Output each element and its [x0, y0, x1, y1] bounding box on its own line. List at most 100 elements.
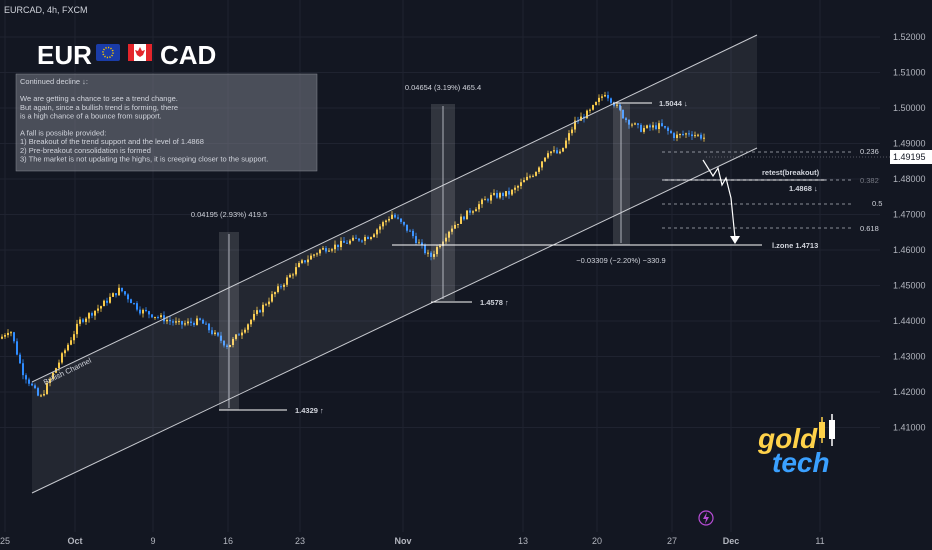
- candle: [592, 104, 594, 111]
- price-tick: 1.48000: [893, 174, 926, 184]
- candle: [556, 147, 558, 154]
- candle: [433, 250, 435, 260]
- candle: [391, 211, 393, 220]
- candle: [445, 233, 447, 245]
- candle: [337, 244, 339, 251]
- candle: [496, 190, 498, 199]
- candle: [409, 229, 411, 232]
- candle: [43, 390, 45, 397]
- candle: [655, 122, 657, 131]
- candle: [334, 240, 336, 253]
- candle: [493, 189, 495, 196]
- candle: [271, 291, 273, 303]
- channel-upper-line[interactable]: [31, 34, 758, 383]
- textbox-text: Continued decline ↓: We are getting a ch…: [20, 77, 268, 163]
- eu-flag-icon: [96, 44, 120, 61]
- candle: [358, 238, 360, 242]
- candle: [637, 123, 639, 129]
- time-tick: 9: [150, 536, 155, 546]
- measurement-2[interactable]: 0.04654 (3.19%) 465.4: [405, 83, 481, 301]
- price-tick: 1.52000: [893, 32, 926, 42]
- time-tick: 16: [223, 536, 233, 546]
- candle: [385, 219, 387, 226]
- price-tick: 1.50000: [893, 103, 926, 113]
- candle: [82, 318, 84, 324]
- candle: [289, 273, 291, 278]
- candle: [532, 174, 534, 178]
- candle: [394, 212, 396, 219]
- analysis-textbox[interactable]: Continued decline ↓: We are getting a ch…: [15, 73, 318, 172]
- candle: [175, 317, 177, 325]
- candle: [16, 338, 18, 356]
- measure-label: −0.03309 (−2.20%) −330.9: [576, 256, 665, 265]
- candle: [343, 236, 345, 243]
- candle: [283, 283, 285, 291]
- price-axis[interactable]: 1.52000 1.51000 1.50000 1.49000 1.48000 1.470…: [893, 32, 926, 433]
- candle: [100, 305, 102, 312]
- candle: [301, 258, 303, 265]
- candle: [412, 228, 414, 239]
- candle: [91, 311, 93, 319]
- measurement-1[interactable]: 0.04195 (2.93%) 419.5: [191, 210, 267, 410]
- candle: [211, 327, 213, 336]
- candle: [145, 307, 147, 313]
- candle: [520, 178, 522, 190]
- candle: [19, 352, 21, 364]
- candle: [547, 150, 549, 159]
- candle: [574, 116, 576, 133]
- candle: [481, 198, 483, 208]
- pair-title: EUR CAD: [37, 40, 216, 70]
- candle: [67, 342, 69, 352]
- candle: [256, 306, 258, 316]
- time-axis[interactable]: 25 Oct 9 16 23 Nov 13 20 27 Dec 11: [0, 536, 825, 546]
- candle: [265, 302, 267, 307]
- candle: [694, 131, 696, 138]
- level-label-1-4329: 1.4329 ↑: [295, 406, 324, 415]
- candle: [70, 337, 72, 346]
- textbox-line: 1) Breakout of the trend support and the…: [20, 137, 204, 146]
- candle: [523, 177, 525, 183]
- fib-levels[interactable]: 0.236 0.382 0.5 0.618: [662, 147, 882, 233]
- candle: [46, 380, 48, 395]
- candle: [436, 245, 438, 257]
- candle: [103, 299, 105, 307]
- pair-base: EUR: [37, 40, 92, 70]
- price-tick: 1.44000: [893, 316, 926, 326]
- candle: [517, 184, 519, 192]
- price-tick: 1.51000: [893, 68, 926, 78]
- candle: [319, 248, 321, 256]
- candle: [619, 103, 621, 112]
- measurement-3[interactable]: −0.03309 (−2.20%) −330.9: [576, 104, 666, 265]
- candle: [202, 318, 204, 324]
- textbox-line: Continued decline ↓:: [20, 77, 88, 86]
- candle: [31, 382, 33, 387]
- channel-lower-line[interactable]: [31, 147, 758, 494]
- candle: [679, 133, 681, 139]
- time-tick: Dec: [723, 536, 740, 546]
- price-tick: 1.49000: [893, 139, 926, 149]
- candle: [373, 233, 375, 238]
- candle: [127, 293, 129, 303]
- retest-label: retest(breakout): [762, 168, 820, 177]
- time-tick: 20: [592, 536, 602, 546]
- candle: [40, 393, 42, 398]
- candle: [214, 330, 216, 336]
- candle: [700, 132, 702, 141]
- candle: [649, 123, 651, 131]
- candle: [85, 316, 87, 325]
- candle: [406, 224, 408, 233]
- candle: [328, 247, 330, 252]
- projection-path[interactable]: [702, 159, 740, 244]
- candle: [541, 161, 543, 171]
- lightning-icon[interactable]: [698, 510, 714, 526]
- fib-label-0618: 0.618: [860, 224, 879, 233]
- candle: [217, 331, 219, 338]
- candle: [136, 301, 138, 312]
- candle: [22, 359, 24, 380]
- candle: [304, 260, 306, 264]
- candle: [244, 327, 246, 334]
- candle: [331, 247, 333, 253]
- candle: [130, 298, 132, 304]
- candle: [25, 373, 27, 384]
